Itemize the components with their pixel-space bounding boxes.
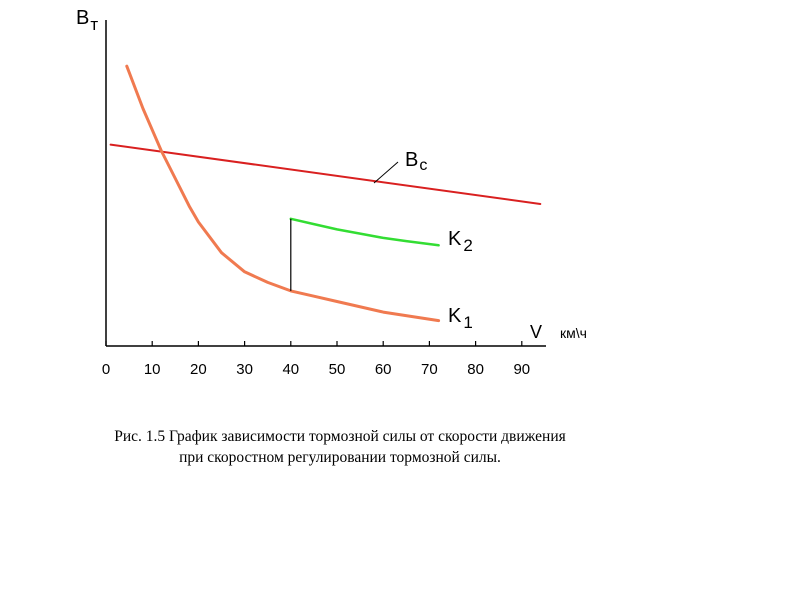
bc-leader-line (373, 161, 399, 184)
series-line-k2 (289, 217, 440, 247)
figure-caption-line-2: при скоростном регулировании тормозной с… (179, 449, 501, 466)
x-tick-label-20: 20 (190, 361, 207, 378)
x-tick-label-50: 50 (329, 361, 346, 378)
x-axis-label: V (530, 322, 542, 342)
y-axis-label: Bт (76, 7, 98, 34)
series-line-bc (109, 143, 542, 205)
x-ticks (105, 341, 523, 346)
x-tick-label-90: 90 (513, 361, 530, 378)
x-tick-label-60: 60 (375, 361, 392, 378)
x-tick-label-70: 70 (421, 361, 438, 378)
x-axis-unit: км\ч (560, 325, 587, 341)
series-line-k1 (125, 64, 441, 323)
x-tick-label-0: 0 (102, 361, 110, 378)
x-tick-label-40: 40 (282, 361, 299, 378)
x-tick-label-30: 30 (236, 361, 253, 378)
x-tick-label-10: 10 (144, 361, 161, 378)
x-tick-label-80: 80 (467, 361, 484, 378)
figure-caption-line-1: Рис. 1.5 График зависимости тормозной си… (114, 428, 566, 445)
x-tick-labels: 0 10 20 30 40 50 60 70 80 90 (102, 361, 530, 378)
series-label-bc: Bc (405, 149, 427, 174)
